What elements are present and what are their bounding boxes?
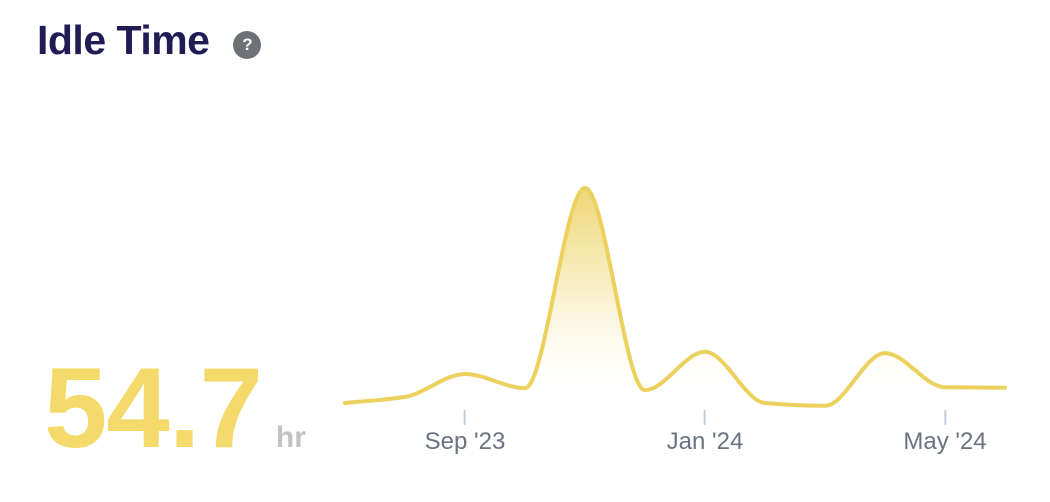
tick-mark: [464, 410, 466, 425]
card-header: Idle Time ?: [37, 17, 262, 63]
chart-line: [343, 186, 1007, 408]
x-tick: May '24: [903, 410, 987, 457]
x-tick: Jan '24: [666, 410, 744, 457]
tick-label: May '24: [903, 428, 987, 455]
chart-area-fill: [345, 188, 1005, 407]
x-tick: Sep '23: [424, 410, 506, 457]
question-mark-glyph: ?: [242, 35, 253, 55]
idle-time-sparkline[interactable]: [340, 180, 1010, 410]
tick-mark: [703, 410, 706, 425]
page-title: Idle Time: [37, 17, 210, 63]
metric-value: 54.7: [44, 345, 263, 472]
tick-label: Jan '24: [666, 428, 744, 455]
metric: 54.7 hr: [44, 352, 306, 466]
metric-unit: hr: [275, 421, 306, 454]
help-icon[interactable]: ?: [233, 30, 262, 59]
tick-mark: [943, 410, 946, 425]
tick-label: Sep '23: [424, 428, 506, 455]
